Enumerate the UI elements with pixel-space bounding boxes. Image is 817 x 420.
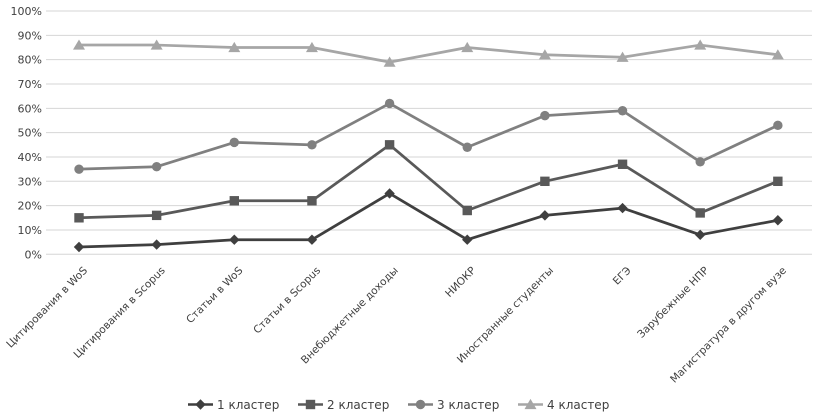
series-1 [73,188,784,253]
y-axis-tick-label: 50% [18,127,42,140]
y-axis-tick-label: 60% [18,102,42,115]
series-line [78,102,779,171]
triangle-marker [73,39,85,50]
x-axis-category-label: Статьи в Scopus [251,265,323,337]
y-axis-tick-label: 90% [18,29,42,42]
triangle-marker [228,41,241,53]
series-4 [73,39,784,67]
diamond-marker [306,234,318,245]
circle-marker [773,120,783,131]
diamond-marker [195,399,206,410]
legend-item: 2 кластер [298,398,389,412]
square-marker [773,176,783,187]
series-line [78,192,779,249]
x-axis-category-label: Статьи в WoS [184,264,246,326]
square-marker [462,205,472,216]
diamond-marker [229,234,240,245]
triangle-marker [694,39,707,50]
gridlines [46,10,812,255]
circle-marker [462,142,472,152]
x-axis-category-label: Цитирования в Scopus [71,265,167,361]
x-axis-category-label: НИОКР [443,265,478,300]
circle-marker [229,137,239,148]
square-marker [695,208,705,218]
square-marker [229,196,239,206]
diamond-marker [384,188,395,199]
y-axis-tick-label: 30% [18,175,42,188]
x-axis-category-label: ЕГЭ [611,265,634,288]
y-axis-tick-label: 40% [18,151,42,164]
circle-marker [415,399,426,410]
square-marker [384,140,395,150]
y-axis-tick-label: 20% [18,200,42,213]
y-axis-tick-label: 100% [11,5,42,18]
triangle-marker [771,49,784,60]
square-marker [617,159,628,169]
diamond-marker [73,241,85,253]
diamond-marker [462,234,473,245]
triangle-marker [461,41,474,53]
legend: 1 кластер 2 кластер 3 кластер 4 кластер [188,398,609,412]
y-axis-tick-label: 80% [18,54,42,67]
legend-label: 4 кластер [547,398,609,412]
circle-marker [151,162,162,172]
y-axis-tick-label: 0% [25,248,42,261]
square-marker [151,210,162,221]
series-line [78,143,779,220]
legend-label: 3 кластер [437,398,499,412]
legend-label: 2 кластер [327,398,389,412]
triangle-marker [524,398,537,410]
circle-marker [384,98,395,109]
x-axis-category-label: Зарубежные НПР [635,265,711,341]
triangle-marker [383,56,396,67]
y-axis-tick-label: 70% [18,78,42,91]
triangle-marker [538,49,551,60]
legend-item: 1 кластер [188,398,279,412]
diamond-marker [539,210,551,221]
legend-item: 4 кластер [518,398,609,412]
y-axis-labels: 0% 10% 20% 30% 40% 50% 60% 70% 80% 90% 100% [11,5,42,261]
diamond-marker [772,215,784,226]
circle-marker [540,110,550,121]
series-line [79,43,779,64]
series-2 [74,140,783,223]
triangle-marker [305,41,318,53]
x-axis-category-label: Цитирования в WoS [4,264,90,350]
triangle-marker [616,51,629,62]
circle-marker [74,164,84,174]
triangle-marker [150,39,163,50]
legend-label: 1 кластер [217,398,279,412]
square-marker [307,196,317,206]
square-marker [305,399,316,410]
circle-marker [695,157,705,167]
series-lines [73,39,784,253]
circle-marker [307,140,317,150]
series-3 [74,98,783,174]
circle-marker [617,106,628,116]
square-marker [74,213,84,223]
legend-item: 3 кластер [408,398,499,412]
diamond-marker [151,239,162,250]
y-axis-tick-label: 10% [18,224,42,237]
diamond-marker [695,229,706,241]
diamond-marker [617,202,628,214]
square-marker [540,176,550,187]
